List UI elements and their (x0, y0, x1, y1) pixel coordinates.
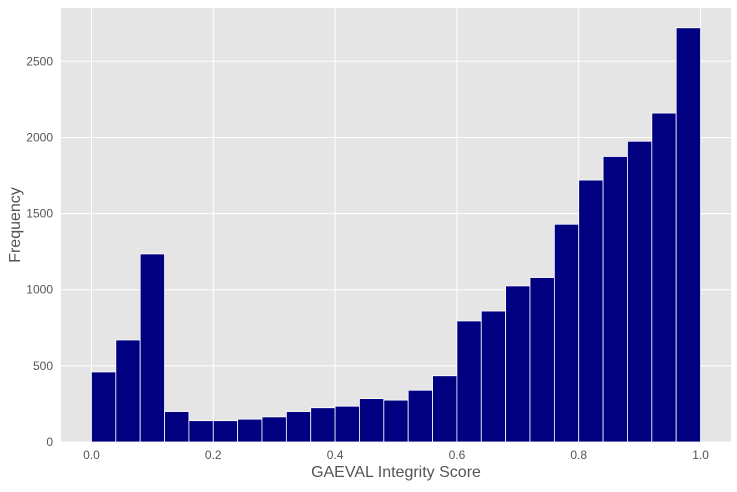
histogram-bar-24 (675, 27, 701, 443)
histogram-bar-2 (139, 253, 165, 443)
y-tick-labels: 0 500 1000 1500 2000 2500 (26, 54, 53, 449)
y-axis-label: Frequency (7, 187, 24, 263)
histogram-bar-19 (553, 223, 580, 443)
histogram-bar-16 (480, 310, 507, 443)
x-tick-label: 1.0 (692, 448, 709, 462)
y-tick-label: 2500 (26, 54, 53, 68)
histogram-bar-21 (602, 156, 628, 443)
y-tick-label: 1500 (26, 207, 53, 221)
x-tick-label: 0.0 (83, 448, 100, 462)
histogram-bar-9 (310, 407, 336, 443)
histogram-bar-6 (237, 418, 263, 443)
x-axis-label: GAEVAL Integrity Score (311, 464, 481, 481)
y-tick-label: 500 (33, 359, 53, 373)
histogram-bar-14 (432, 375, 458, 443)
histogram-bar-8 (285, 411, 312, 443)
histogram-bar-5 (212, 420, 239, 443)
x-tick-label: 0.2 (205, 448, 222, 462)
bars (91, 27, 701, 443)
x-tick-label: 0.4 (327, 448, 344, 462)
histogram-bar-1 (115, 339, 141, 443)
histogram-bar-10 (334, 405, 360, 443)
histogram-bar-17 (505, 285, 531, 443)
histogram-bar-23 (651, 112, 677, 443)
histogram-bar-18 (529, 277, 555, 443)
y-tick-label: 2000 (26, 130, 53, 144)
x-tick-labels: 0.0 0.2 0.4 0.6 0.8 1.0 (83, 448, 709, 462)
histogram-bar-13 (407, 389, 433, 443)
histogram-bar-4 (188, 420, 214, 443)
histogram-bar-0 (91, 371, 117, 443)
y-tick-label: 0 (46, 435, 53, 449)
histogram-bar-7 (261, 416, 287, 443)
histogram-bar-11 (359, 398, 385, 443)
histogram-bar-15 (456, 320, 482, 443)
histogram-bar-20 (578, 179, 604, 443)
x-tick-label: 0.8 (570, 448, 587, 462)
histogram-bar-12 (383, 399, 409, 443)
x-tick-label: 0.6 (449, 448, 466, 462)
histogram-bar-22 (627, 140, 653, 443)
histogram-bar-3 (164, 411, 190, 443)
y-tick-label: 1000 (26, 283, 53, 297)
